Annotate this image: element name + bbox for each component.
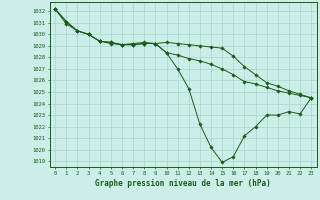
X-axis label: Graphe pression niveau de la mer (hPa): Graphe pression niveau de la mer (hPa) xyxy=(95,179,271,188)
